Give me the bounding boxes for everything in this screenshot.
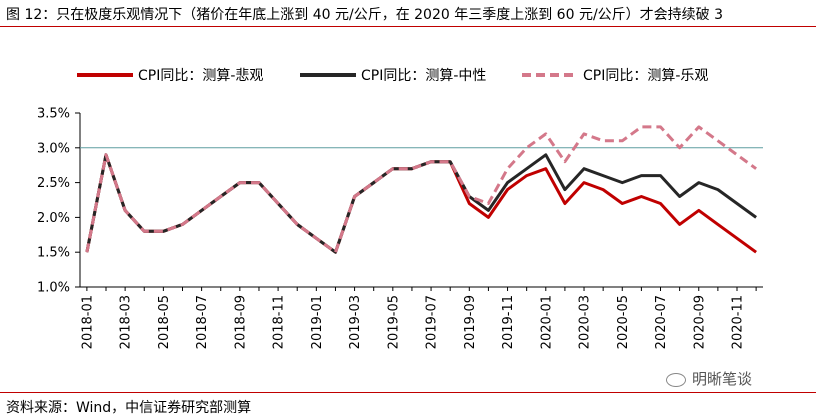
x-tick-label: 2020-05 [616,295,631,349]
x-tick-label: 2020-01 [539,295,554,349]
source-note: 资料来源：Wind，中信证券研究部测算 [6,400,252,416]
x-tick-label: 2020-03 [578,295,593,349]
legend-label-1: CPI同比：测算-悲观 [138,67,263,84]
y-tick-label: 3.0% [37,141,70,156]
x-tick-label: 2020-09 [692,295,707,349]
cpi-line-chart: 1.0% 1.5% 2.0% 2.5% 3.0% 3.5% 2018-01 2018-03 20… [37,67,763,349]
x-tick-label: 2019-09 [463,295,478,349]
watermark-text: 明晰笔谈 [692,370,753,388]
x-tick-label: 2018-01 [80,295,95,349]
x-tick-label: 2018-07 [195,295,210,349]
legend-label-2: CPI同比：测算-中性 [361,68,486,84]
series-line-3 [85,125,757,254]
x-tick-label: 2019-03 [348,295,363,349]
figure-title: 图 12：只在极度乐观情况下（猪价在年底上涨到 40 元/公斤，在 2020 年… [6,7,724,23]
title-rule [0,26,816,27]
x-tick-label: 2019-05 [386,295,401,349]
x-tick-label: 2018-09 [233,295,248,349]
x-tick-label: 2018-05 [157,295,172,349]
x-tick-label: 2020-11 [730,295,745,349]
y-tick-label: 2.0% [37,211,70,226]
series-line-2 [85,153,757,254]
y-tick-label: 2.5% [37,176,70,191]
x-tick-label: 2019-07 [425,295,440,349]
y-tick-label: 3.5% [37,107,70,122]
x-tick-label: 2019-01 [310,295,325,349]
x-tick-label: 2018-03 [119,295,134,349]
x-tick-label: 2019-11 [501,295,516,349]
series-line-1 [85,153,757,254]
x-tick-label: 2018-11 [272,295,287,349]
legend-label-3: CPI同比：测算-乐观 [583,68,708,84]
watermark: 明晰笔谈 [666,368,752,389]
x-tick-label: 2020-07 [654,295,669,349]
wechat-icon [666,372,686,387]
y-tick-label: 1.5% [37,246,70,261]
y-tick-label: 1.0% [37,281,70,296]
source-rule [0,392,816,393]
